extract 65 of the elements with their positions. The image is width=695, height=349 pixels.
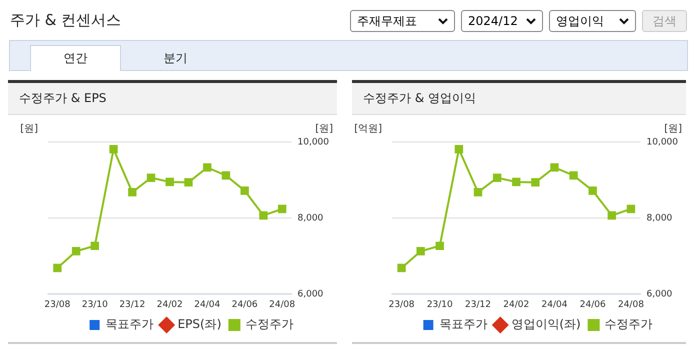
text: 연간 bbox=[30, 45, 121, 71]
point bbox=[240, 186, 249, 195]
x-tick-label: 24/08 bbox=[618, 300, 644, 310]
text: 주재무제표 bbox=[357, 12, 417, 30]
point bbox=[146, 174, 156, 182]
x-tick-label: 23/12 bbox=[465, 300, 491, 310]
point bbox=[531, 178, 540, 187]
x-tick-label: 24/04 bbox=[194, 300, 220, 310]
legend-label: EPS(좌) bbox=[178, 317, 222, 332]
text: 분기 bbox=[162, 50, 188, 66]
point bbox=[492, 174, 502, 182]
point bbox=[454, 145, 464, 154]
point bbox=[588, 186, 597, 195]
x-tick-label: 24/08 bbox=[269, 300, 296, 310]
y2-tick-label: 8,000 bbox=[298, 213, 324, 224]
legend-label: 영업이익(좌) bbox=[511, 317, 581, 332]
legend-label: 목표주가 bbox=[106, 317, 154, 332]
point bbox=[608, 211, 616, 220]
point bbox=[436, 242, 444, 250]
point bbox=[90, 242, 100, 250]
x-tick-label: 24/02 bbox=[156, 300, 183, 310]
point bbox=[166, 178, 174, 186]
text: 주가 & 컨센서스 bbox=[10, 11, 122, 30]
x-tick-label: 23/08 bbox=[388, 300, 415, 310]
point bbox=[184, 178, 193, 187]
y-axis-title: [억원] bbox=[354, 124, 382, 135]
text: 검색 bbox=[642, 10, 687, 32]
x-tick-label: 23/12 bbox=[119, 300, 146, 310]
point bbox=[512, 178, 520, 186]
point bbox=[109, 145, 118, 154]
point bbox=[550, 163, 559, 172]
point bbox=[128, 188, 136, 196]
point bbox=[397, 264, 406, 272]
x-tick-label: 24/04 bbox=[542, 300, 568, 310]
chart-title: 수정주가 & EPS bbox=[8, 83, 337, 115]
y-axis-title: [원] bbox=[20, 124, 38, 135]
point bbox=[416, 247, 425, 256]
x-tick-label: 23/08 bbox=[44, 300, 71, 310]
x-tick-label: 23/10 bbox=[82, 300, 108, 310]
legend-label: 수정주가 bbox=[604, 317, 653, 332]
legend-label: 수정주가 bbox=[245, 317, 294, 332]
point bbox=[626, 204, 636, 214]
point bbox=[278, 204, 286, 214]
x-tick-label: 24/06 bbox=[580, 300, 606, 310]
text: 영업이익 bbox=[556, 12, 604, 30]
y2-axis-title: [원] bbox=[664, 124, 682, 135]
point bbox=[474, 188, 482, 196]
y2-tick-label: 10,000 bbox=[646, 137, 678, 148]
y2-tick-label: 10,000 bbox=[298, 137, 330, 148]
y2-tick-label: 6,000 bbox=[646, 290, 673, 300]
point bbox=[72, 247, 80, 256]
chart-title: 수정주가 & 영업이익 bbox=[352, 83, 686, 115]
point bbox=[259, 211, 268, 220]
legend-label: 목표주가 bbox=[439, 317, 488, 332]
text: 2024/12 bbox=[468, 14, 518, 28]
point bbox=[53, 264, 62, 272]
point bbox=[222, 171, 230, 180]
x-tick-label: 24/02 bbox=[503, 300, 530, 310]
y2-axis-title: [원] bbox=[315, 124, 334, 135]
y2-tick-label: 6,000 bbox=[298, 290, 324, 300]
x-tick-label: 23/10 bbox=[426, 300, 454, 310]
y2-tick-label: 8,000 bbox=[646, 213, 673, 224]
point bbox=[203, 163, 212, 172]
x-tick-label: 24/06 bbox=[232, 300, 258, 310]
point bbox=[569, 171, 578, 180]
